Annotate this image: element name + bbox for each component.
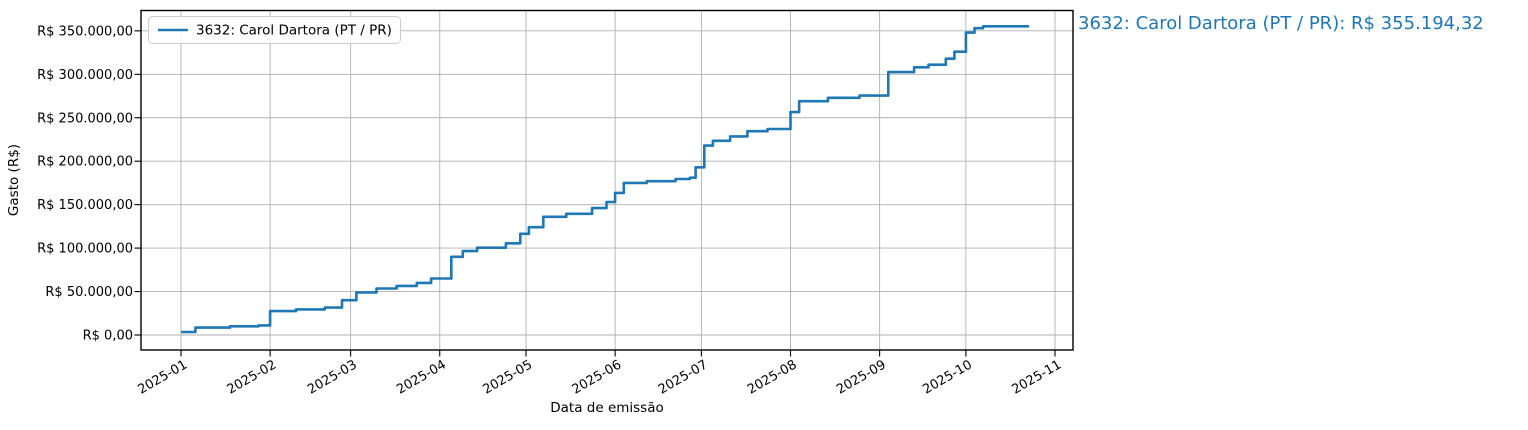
legend-label: 3632: Carol Dartora (PT / PR) xyxy=(196,23,392,39)
y-tick-label: R$ 300.000,00 xyxy=(37,68,133,83)
x-tick-label: 2025-04 xyxy=(394,357,449,397)
x-tick-label: 2025-02 xyxy=(225,357,280,397)
legend: 3632: Carol Dartora (PT / PR) xyxy=(148,16,401,44)
x-tick-label: 2025-09 xyxy=(834,357,889,397)
y-tick-label: R$ 100.000,00 xyxy=(37,242,133,257)
series-line xyxy=(181,25,1030,334)
y-tick-labels: R$ 0,00 R$ 50.000,00 R$ 100.000,00 R$ 150.0… xyxy=(37,24,133,343)
legend-box xyxy=(148,16,401,44)
x-tick-label: 2025-07 xyxy=(656,357,711,397)
y-axis-title: Gasto (R$) xyxy=(6,144,22,216)
total-annotation: 3632: Carol Dartora (PT / PR): R$ 355.19… xyxy=(1078,13,1484,34)
y-tick-label: R$ 150.000,00 xyxy=(37,198,133,213)
y-tick-label: R$ 200.000,00 xyxy=(37,155,133,170)
y-tick-label: R$ 350.000,00 xyxy=(37,24,133,39)
x-tick-label: 2025-11 xyxy=(1009,357,1064,397)
plot-border xyxy=(140,9,1074,351)
x-tick-label: 2025-10 xyxy=(920,357,975,397)
x-tick-label: 2025-05 xyxy=(480,357,535,397)
grid-lines xyxy=(141,10,1073,350)
x-axis-title: Data de emissão xyxy=(550,400,664,416)
y-tick-label: R$ 0,00 xyxy=(83,329,133,344)
x-tick-labels: 2025-01 2025-02 2025-03 2025-04 2025-05 2025-… xyxy=(135,357,1064,397)
axis-ticks xyxy=(134,30,1056,357)
x-tick-label: 2025-01 xyxy=(135,357,190,397)
x-tick-label: 2025-03 xyxy=(305,357,360,397)
x-tick-label: 2025-06 xyxy=(570,357,625,397)
y-tick-label: R$ 50.000,00 xyxy=(45,285,133,300)
y-tick-label: R$ 250.000,00 xyxy=(37,111,133,126)
x-tick-label: 2025-08 xyxy=(745,357,800,397)
